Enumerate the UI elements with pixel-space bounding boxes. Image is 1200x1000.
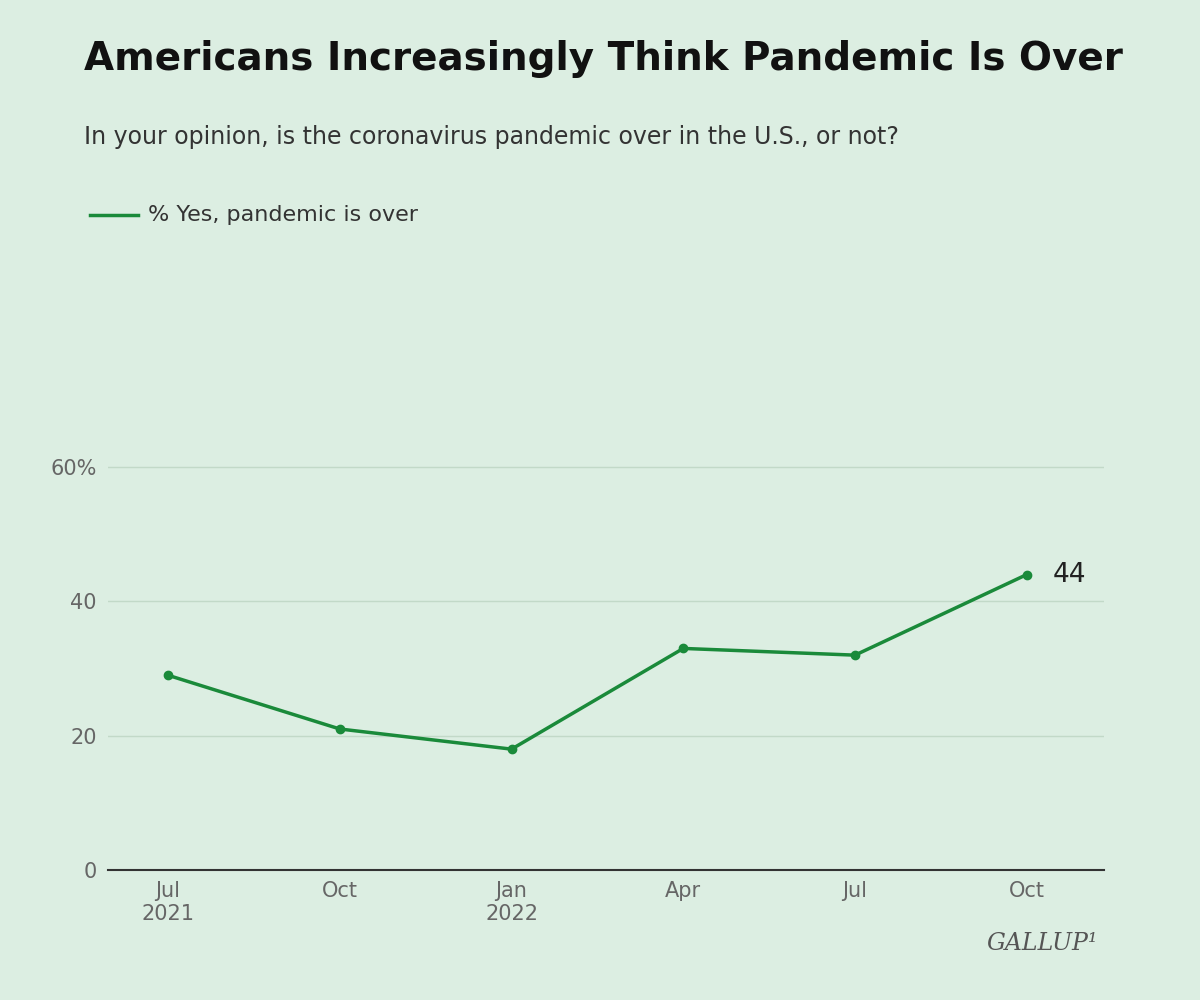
Text: In your opinion, is the coronavirus pandemic over in the U.S., or not?: In your opinion, is the coronavirus pand… [84, 125, 899, 149]
Text: % Yes, pandemic is over: % Yes, pandemic is over [148, 205, 418, 225]
Text: GALLUP¹: GALLUP¹ [986, 932, 1098, 955]
Text: Americans Increasingly Think Pandemic Is Over: Americans Increasingly Think Pandemic Is… [84, 40, 1123, 78]
Text: 44: 44 [1052, 562, 1086, 588]
